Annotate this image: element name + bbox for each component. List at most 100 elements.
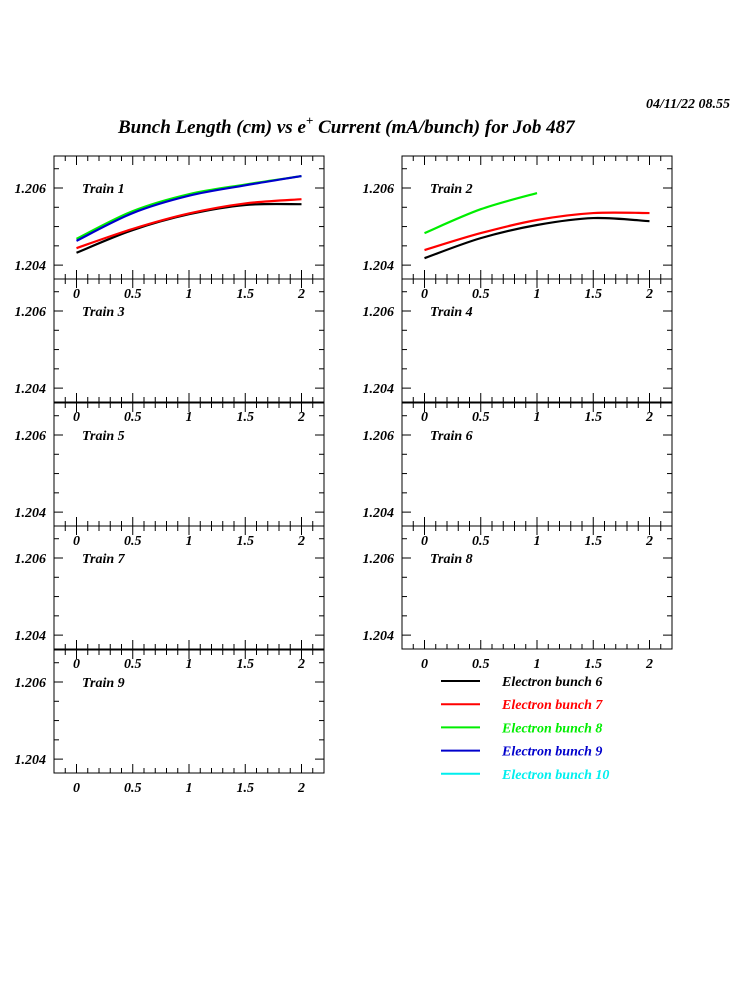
chart-title: Bunch Length (cm) vs e+ Current (mA/bunc… <box>117 113 576 138</box>
x-tick-label: 2 <box>297 781 305 796</box>
x-tick-label: 0.5 <box>124 657 142 672</box>
x-tick-label: 0 <box>421 287 428 302</box>
panels: 1.204 1.206 0 0.5 1 1.5 2 Train 1 1.204 1.206 0 0.5… <box>15 155 673 796</box>
x-tick-label: 2 <box>297 410 305 425</box>
panel-label: Train 2 <box>430 182 473 197</box>
x-tick-label: 0.5 <box>124 781 142 796</box>
legend-item: Electron bunch 7 <box>441 698 603 713</box>
x-tick-label: 1.5 <box>237 534 255 549</box>
x-tick-label: 1.5 <box>237 781 255 796</box>
y-tick-label: 1.206 <box>363 305 395 320</box>
x-tick-label: 0.5 <box>124 287 142 302</box>
x-tick-label: 1.5 <box>237 410 255 425</box>
panel-label: Train 3 <box>82 305 125 320</box>
x-tick-label: 0 <box>421 410 428 425</box>
x-tick-label: 0.5 <box>472 534 490 549</box>
x-tick-label: 2 <box>297 534 305 549</box>
panel-3: 1.204 1.206 0 0.5 1 1.5 2 Train 3 <box>15 278 325 425</box>
x-tick-label: 1.5 <box>585 534 603 549</box>
x-tick-label: 2 <box>297 657 305 672</box>
legend: Electron bunch 6 Electron bunch 7 Electron… <box>441 675 609 783</box>
panel-2: 1.204 1.206 0 0.5 1 1.5 2 Train 2 <box>363 155 673 302</box>
y-tick-label: 1.206 <box>363 429 395 444</box>
x-tick-label: 0 <box>73 410 80 425</box>
x-tick-label: 0.5 <box>472 410 490 425</box>
legend-item: Electron bunch 9 <box>441 745 602 760</box>
y-tick-label: 1.204 <box>363 506 395 521</box>
y-tick-label: 1.206 <box>15 182 47 197</box>
y-tick-label: 1.206 <box>15 429 47 444</box>
x-tick-label: 1 <box>534 657 541 672</box>
x-tick-label: 1 <box>186 287 193 302</box>
x-tick-label: 0 <box>421 534 428 549</box>
x-tick-label: 1 <box>186 534 193 549</box>
legend-label: Electron bunch 9 <box>501 745 602 760</box>
panel-frame <box>53 155 325 280</box>
series-line <box>424 216 650 260</box>
panel-label: Train 7 <box>82 552 126 567</box>
y-tick-label: 1.204 <box>15 259 47 274</box>
y-tick-label: 1.204 <box>15 629 47 644</box>
panel-label: Train 5 <box>82 429 125 444</box>
y-tick-label: 1.206 <box>363 182 395 197</box>
panel-label: Train 4 <box>430 305 473 320</box>
y-tick-label: 1.206 <box>15 305 47 320</box>
x-tick-label: 0 <box>73 534 80 549</box>
y-tick-label: 1.204 <box>363 259 395 274</box>
x-tick-label: 2 <box>645 534 653 549</box>
y-tick-label: 1.204 <box>363 629 395 644</box>
x-tick-label: 1.5 <box>237 287 255 302</box>
panel-label: Train 8 <box>430 552 473 567</box>
y-tick-label: 1.204 <box>15 753 47 768</box>
panel-8: 1.204 1.206 0 0.5 1 1.5 2 Train 8 <box>363 525 673 672</box>
x-tick-label: 2 <box>645 657 653 672</box>
x-tick-label: 0.5 <box>124 410 142 425</box>
legend-item: Electron bunch 6 <box>441 675 602 690</box>
series-line <box>76 174 302 242</box>
x-tick-label: 1 <box>534 287 541 302</box>
x-tick-label: 1.5 <box>585 410 603 425</box>
series-line <box>424 211 650 252</box>
panel-5: 1.204 1.206 0 0.5 1 1.5 2 Train 5 <box>15 402 325 549</box>
legend-label: Electron bunch 6 <box>501 675 602 690</box>
legend-label: Electron bunch 10 <box>501 768 609 783</box>
x-tick-label: 0 <box>73 781 80 796</box>
y-tick-label: 1.206 <box>363 552 395 567</box>
legend-item: Electron bunch 10 <box>441 768 609 783</box>
x-tick-label: 1 <box>186 410 193 425</box>
x-tick-label: 1.5 <box>237 657 255 672</box>
x-tick-label: 0 <box>73 657 80 672</box>
legend-label: Electron bunch 8 <box>501 721 602 736</box>
x-tick-label: 1 <box>534 534 541 549</box>
series-line <box>76 198 302 250</box>
y-tick-label: 1.204 <box>15 382 47 397</box>
panel-6: 1.204 1.206 0 0.5 1 1.5 2 Train 6 <box>363 402 673 549</box>
panel-1: 1.204 1.206 0 0.5 1 1.5 2 Train 1 <box>15 155 325 302</box>
series-line <box>424 191 538 235</box>
x-tick-label: 0.5 <box>472 287 490 302</box>
timestamp: 04/11/22 08.55 <box>646 97 730 112</box>
y-tick-label: 1.204 <box>15 506 47 521</box>
panel-label: Train 9 <box>82 676 125 691</box>
x-tick-label: 2 <box>297 287 305 302</box>
x-tick-label: 2 <box>645 287 653 302</box>
x-tick-label: 1.5 <box>585 657 603 672</box>
title-main: Bunch Length (cm) vs e <box>117 117 306 138</box>
y-tick-label: 1.206 <box>15 676 47 691</box>
x-tick-label: 0 <box>73 287 80 302</box>
x-tick-label: 0 <box>421 657 428 672</box>
panel-7: 1.204 1.206 0 0.5 1 1.5 2 Train 7 <box>15 525 325 672</box>
panel-label: Train 1 <box>82 182 125 197</box>
x-tick-label: 0.5 <box>472 657 490 672</box>
y-tick-label: 1.206 <box>15 552 47 567</box>
x-tick-label: 2 <box>645 410 653 425</box>
x-tick-label: 0.5 <box>124 534 142 549</box>
title-rest: Current (mA/bunch) for Job 487 <box>313 117 576 138</box>
x-tick-label: 1 <box>534 410 541 425</box>
x-tick-label: 1 <box>186 657 193 672</box>
panel-frame <box>401 155 673 280</box>
title-sup: + <box>306 113 313 128</box>
x-tick-label: 1 <box>186 781 193 796</box>
y-tick-label: 1.204 <box>363 382 395 397</box>
